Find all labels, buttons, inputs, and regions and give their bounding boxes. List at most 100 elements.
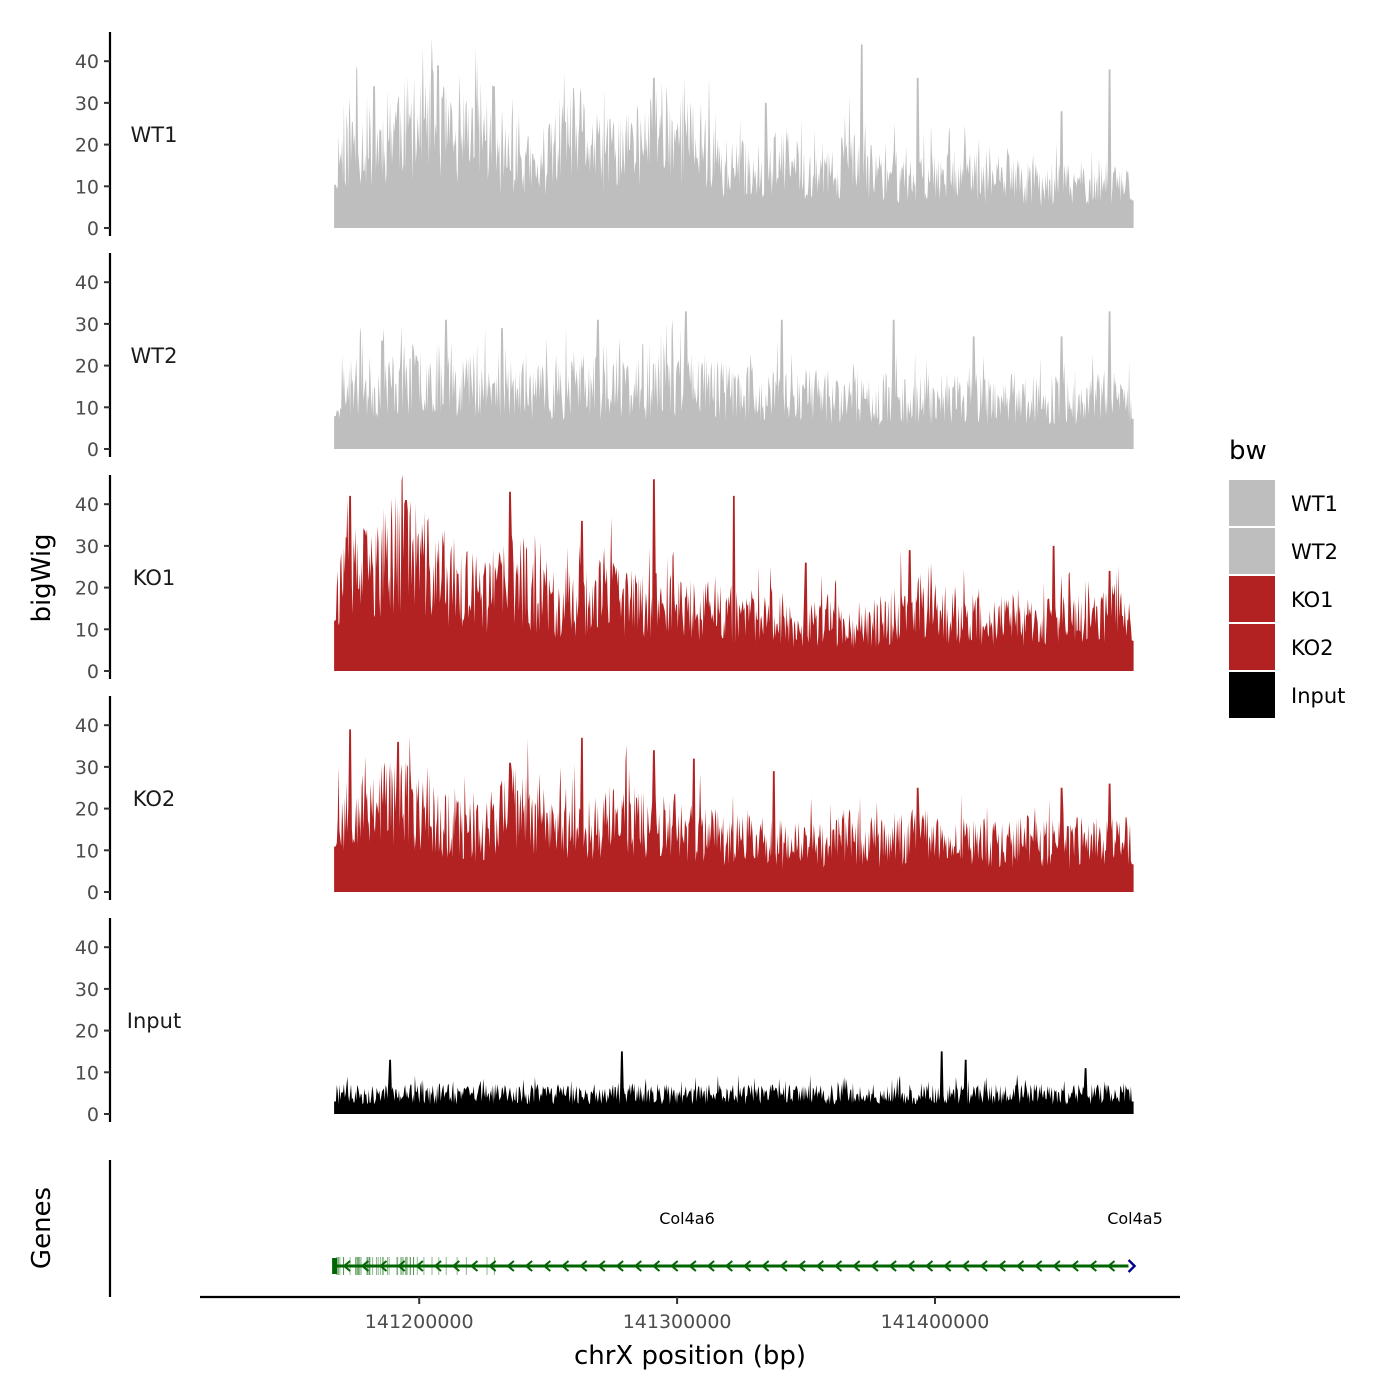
track-ko1: 0 10 20 30 40 KO1 <box>75 475 1134 683</box>
strand-arrow-icon <box>469 1260 479 1272</box>
y-tick-label: 30 <box>75 93 99 115</box>
legend-label-ko1: KO1 <box>1291 588 1334 612</box>
x-tick-label: 141400000 <box>881 1311 990 1333</box>
strand-arrow-icon <box>1015 1260 1025 1272</box>
x-tick-label: 141200000 <box>365 1311 474 1333</box>
strand-arrow-icon <box>815 1260 824 1272</box>
strand-arrow-icon <box>451 1260 460 1272</box>
strand-arrow-icon <box>906 1260 915 1272</box>
gene-label-col4a6: Col4a6 <box>659 1209 715 1228</box>
legend-key-ko2 <box>1229 624 1275 670</box>
strand-arrow-icon <box>979 1260 988 1272</box>
legend-key-wt2 <box>1229 528 1275 574</box>
strand-arrow-icon <box>433 1260 442 1272</box>
strand-arrow-icon <box>852 1260 861 1272</box>
y-tick-label: 30 <box>75 757 99 779</box>
track-label: Input <box>127 1009 181 1033</box>
strand-arrow-icon <box>597 1260 606 1272</box>
legend-title: bw <box>1229 436 1267 466</box>
strand-arrow-icon <box>542 1260 551 1272</box>
y-tick-label: 20 <box>75 578 99 600</box>
y-tick-label: 0 <box>87 882 99 904</box>
legend-key-wt1 <box>1229 480 1275 526</box>
strand-arrow-icon <box>943 1260 952 1272</box>
x-axis-title: chrX position (bp) <box>574 1341 806 1371</box>
y-tick-label: 0 <box>87 218 99 240</box>
track-label: WT1 <box>131 123 178 147</box>
y-tick-label: 40 <box>75 272 99 294</box>
strand-arrow-icon <box>1070 1260 1079 1272</box>
genes-track-title: Genes <box>27 1187 57 1269</box>
y-tick-label: 30 <box>75 979 99 1001</box>
signal-area-wt1 <box>334 37 1134 229</box>
legend-label-wt2: WT2 <box>1291 540 1338 564</box>
legend-label-input: Input <box>1291 684 1345 708</box>
strand-arrow-icon <box>651 1260 661 1272</box>
y-tick-label: 0 <box>87 439 99 461</box>
gene-label-col4a5: Col4a5 <box>1107 1209 1163 1228</box>
y-tick-label: 30 <box>75 536 99 558</box>
strand-arrow-icon <box>833 1260 843 1272</box>
signal-area-wt2 <box>334 311 1134 449</box>
x-axis: 141200000 141300000 141400000 <box>200 1295 1180 1333</box>
x-tick-label: 141300000 <box>623 1311 732 1333</box>
legend-key-input <box>1229 672 1275 718</box>
strand-arrow-icon <box>706 1260 715 1272</box>
track-label: WT2 <box>131 344 178 368</box>
genes-track: Genes Col4a6 Col4a5 <box>27 1160 1163 1297</box>
y-tick-label: 40 <box>75 51 99 73</box>
strand-arrow-icon <box>378 1260 388 1272</box>
y-tick-label: 20 <box>75 799 99 821</box>
strand-arrow-icon <box>670 1260 679 1272</box>
y-tick-label: 0 <box>87 1104 99 1126</box>
strand-arrow-icon <box>488 1260 497 1272</box>
strand-arrow-icon <box>615 1260 624 1272</box>
y-tick-label: 40 <box>75 494 99 516</box>
signal-area-input <box>334 1051 1134 1114</box>
y-tick-label: 20 <box>75 135 99 157</box>
y-tick-label: 20 <box>75 1021 99 1043</box>
legend-label-ko2: KO2 <box>1291 636 1334 660</box>
strand-arrow-icon <box>1034 1260 1043 1272</box>
track-input: 0 10 20 30 40 Input <box>75 918 1134 1126</box>
signal-area-ko1 <box>334 475 1134 671</box>
strand-arrow-icon <box>397 1260 406 1272</box>
signal-tracks: 0 10 20 30 40 WT1 0 10 20 30 40 WT2 0 10 20 30 40 KO1 0 10 2… <box>75 32 1134 1126</box>
strand-arrow-icon <box>779 1260 788 1272</box>
strand-arrow-icon <box>797 1260 806 1272</box>
y-tick-label: 10 <box>75 619 99 641</box>
y-tick-label: 0 <box>87 661 99 683</box>
y-tick-label: 10 <box>75 840 99 862</box>
track-wt1: 0 10 20 30 40 WT1 <box>75 32 1134 240</box>
strand-arrow-icon <box>342 1260 351 1272</box>
track-ko2: 0 10 20 30 40 KO2 <box>75 696 1134 904</box>
strand-arrow-icon <box>1106 1260 1116 1272</box>
strand-arrow-icon <box>524 1260 533 1272</box>
signal-area-ko2 <box>334 729 1134 892</box>
strand-arrow-icon <box>997 1260 1006 1272</box>
strand-arrow-icon <box>579 1260 588 1272</box>
strand-arrow-icon <box>724 1260 733 1272</box>
strand-arrow-icon <box>1088 1260 1097 1272</box>
strand-arrow-icon <box>742 1260 752 1272</box>
y-axis-title: bigWig <box>27 533 57 622</box>
y-tick-label: 40 <box>75 937 99 959</box>
track-label: KO2 <box>133 787 176 811</box>
y-tick-label: 20 <box>75 356 99 378</box>
y-tick-label: 10 <box>75 1062 99 1084</box>
y-tick-label: 10 <box>75 397 99 419</box>
y-tick-label: 10 <box>75 176 99 198</box>
y-tick-label: 40 <box>75 715 99 737</box>
strand-arrow-icon <box>961 1260 970 1272</box>
strand-arrow-icon <box>688 1260 697 1272</box>
strand-arrow-icon <box>924 1260 934 1272</box>
legend: bw WT1 WT2 KO1 KO2 Input <box>1229 436 1345 718</box>
legend-key-ko1 <box>1229 576 1275 622</box>
legend-label-wt1: WT1 <box>1291 492 1338 516</box>
strand-arrow-icon <box>560 1260 570 1272</box>
track-label: KO1 <box>133 566 176 590</box>
strand-arrow-icon <box>633 1260 642 1272</box>
strand-arrow-icon <box>888 1260 897 1272</box>
strand-arrow-icon <box>415 1260 424 1272</box>
